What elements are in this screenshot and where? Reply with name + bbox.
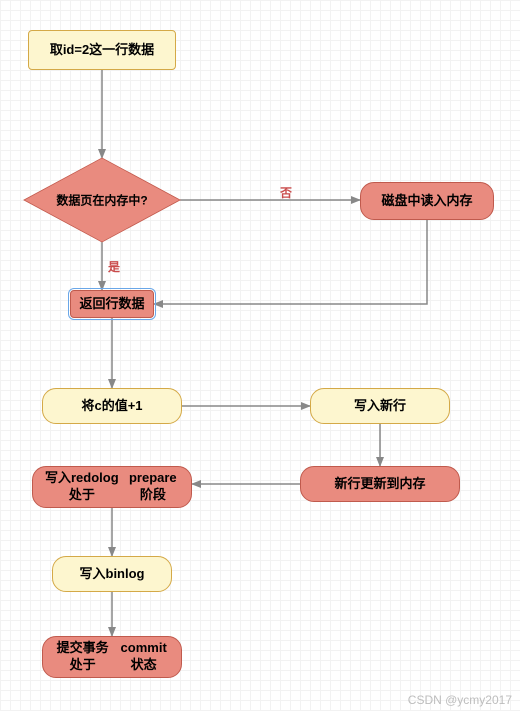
node-n1: 取id=2这一行数据 [28,30,176,70]
node-n4: 返回行数据 [70,290,154,318]
node-n7: 新行更新到内存 [300,466,460,502]
edge-label-2: 是 [108,258,120,275]
node-n6: 写入新行 [310,388,450,424]
node-n10: 提交事务处于commit状态 [42,636,182,678]
edges-layer [0,0,520,711]
node-n9: 写入binlog [52,556,172,592]
node-n5: 将c的值+1 [42,388,182,424]
edge-label-1: 否 [280,184,292,201]
watermark: CSDN @ycmy2017 [408,693,512,707]
node-n3: 磁盘中读入内存 [360,182,494,220]
node-n2-label: 数据页在内存中? [56,192,147,209]
node-n8: 写入redolog处于prepare阶段 [32,466,192,508]
flowchart-canvas: 取id=2这一行数据数据页在内存中? 磁盘中读入内存返回行数据将c的值+1 写入新行… [0,0,520,711]
edge-n3-n4 [154,220,427,304]
